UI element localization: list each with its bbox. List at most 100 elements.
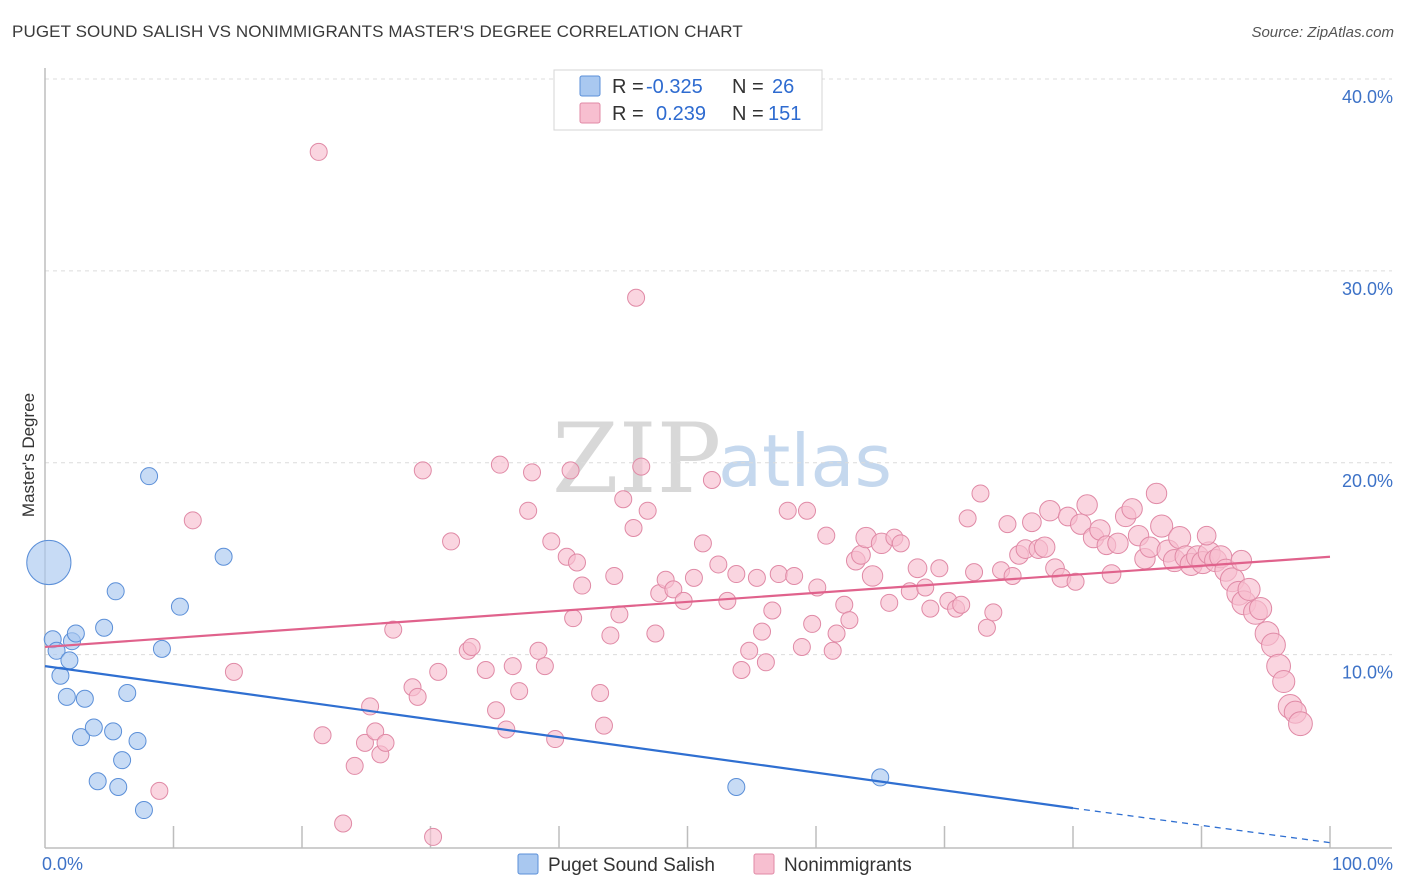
- data-point: [542, 532, 561, 551]
- data-point: [1230, 549, 1253, 572]
- data-point: [880, 593, 899, 612]
- data-point: [693, 534, 712, 553]
- chart-source: Source: ZipAtlas.com: [1251, 24, 1394, 41]
- legend-n-value-1: 26: [772, 76, 794, 98]
- data-point: [75, 689, 94, 708]
- data-point: [113, 751, 132, 770]
- data-point: [1039, 500, 1061, 522]
- data-point: [66, 624, 85, 643]
- data-point: [732, 660, 751, 679]
- data-point: [851, 545, 871, 565]
- data-point: [610, 605, 629, 624]
- legend-swatch-puget-sound-salish: [579, 75, 601, 97]
- data-point: [965, 563, 984, 582]
- data-point: [803, 614, 822, 633]
- data-point: [921, 599, 940, 618]
- data-point: [1107, 532, 1129, 555]
- data-point: [523, 463, 542, 482]
- data-point: [594, 716, 613, 735]
- data-point: [345, 756, 364, 775]
- data-point: [778, 501, 797, 520]
- data-point: [971, 484, 990, 503]
- data-point: [510, 682, 529, 701]
- series-nonimmigrants-points: [150, 142, 1313, 846]
- data-point: [476, 660, 495, 679]
- data-point: [891, 534, 910, 553]
- data-point: [104, 722, 123, 741]
- data-point: [503, 657, 522, 676]
- legend: R = -0.325 N = 26 R = 0.239 N = 151: [553, 69, 823, 131]
- data-point: [1034, 536, 1056, 558]
- y-tick-label: 10.0%: [1342, 663, 1393, 683]
- data-point: [718, 591, 737, 610]
- x-tick-labels: 0.0% 100.0%: [42, 854, 1393, 874]
- bottom-legend: Puget Sound Salish Nonimmigrants: [517, 853, 912, 876]
- data-point: [170, 597, 189, 616]
- data-point: [214, 547, 233, 566]
- data-point: [1101, 564, 1122, 584]
- data-point: [573, 576, 592, 595]
- data-point: [1288, 711, 1313, 737]
- data-point: [861, 565, 884, 587]
- data-point: [355, 733, 374, 752]
- data-point: [1076, 494, 1098, 516]
- axes: [44, 68, 1392, 849]
- trend-lines: [44, 555, 1331, 844]
- data-point: [984, 603, 1003, 622]
- data-point: [567, 553, 586, 572]
- y-tick-label: 40.0%: [1342, 87, 1393, 107]
- data-point: [57, 687, 76, 706]
- data-point: [727, 778, 746, 797]
- data-point: [183, 511, 202, 530]
- legend-r-label-2: R =: [612, 103, 644, 125]
- data-point: [462, 637, 481, 656]
- bottom-legend-swatch-nonimmigrants: [753, 853, 775, 875]
- data-point: [958, 509, 977, 528]
- data-point: [747, 568, 766, 587]
- y-tick-labels: 10.0% 20.0% 30.0% 40.0%: [1342, 87, 1393, 683]
- legend-r-value-1: -0.325: [646, 76, 703, 98]
- data-point: [152, 639, 171, 658]
- data-point: [638, 501, 657, 520]
- data-point: [702, 471, 721, 490]
- y-tick-label: 20.0%: [1342, 471, 1393, 491]
- watermark-atlas: atlas: [718, 419, 892, 503]
- data-point: [1237, 577, 1261, 601]
- data-point: [769, 565, 788, 584]
- data-point: [1196, 525, 1217, 546]
- data-point: [1121, 498, 1143, 520]
- data-point: [827, 624, 846, 643]
- data-point: [134, 801, 153, 820]
- data-point: [1070, 513, 1092, 535]
- data-point: [1145, 482, 1168, 505]
- data-point: [823, 641, 842, 660]
- data-point: [740, 641, 759, 660]
- legend-n-label-1: N =: [732, 76, 764, 98]
- data-point: [840, 611, 859, 630]
- data-point: [632, 457, 651, 476]
- data-point: [88, 772, 107, 791]
- data-point: [490, 455, 509, 474]
- data-point: [128, 731, 147, 750]
- legend-n-value-2: 151: [768, 103, 801, 125]
- data-point: [624, 518, 643, 537]
- data-point: [535, 657, 554, 676]
- data-point: [1249, 597, 1273, 621]
- data-point: [763, 601, 782, 620]
- series-puget-sound-salish-points: [26, 467, 890, 820]
- y-axis-label: Master's Degree: [19, 393, 38, 517]
- data-point: [727, 565, 746, 584]
- trend-line: [44, 665, 1074, 810]
- data-point: [785, 566, 804, 585]
- data-point: [798, 501, 817, 520]
- data-point: [756, 653, 775, 672]
- data-point: [224, 662, 243, 681]
- data-point: [709, 555, 728, 574]
- data-point: [313, 726, 332, 745]
- data-point: [366, 722, 385, 741]
- data-point: [1261, 632, 1286, 658]
- x-tick-label: 100.0%: [1332, 854, 1393, 874]
- data-point: [150, 781, 169, 800]
- data-point: [109, 778, 128, 797]
- trend-line: [44, 555, 1331, 649]
